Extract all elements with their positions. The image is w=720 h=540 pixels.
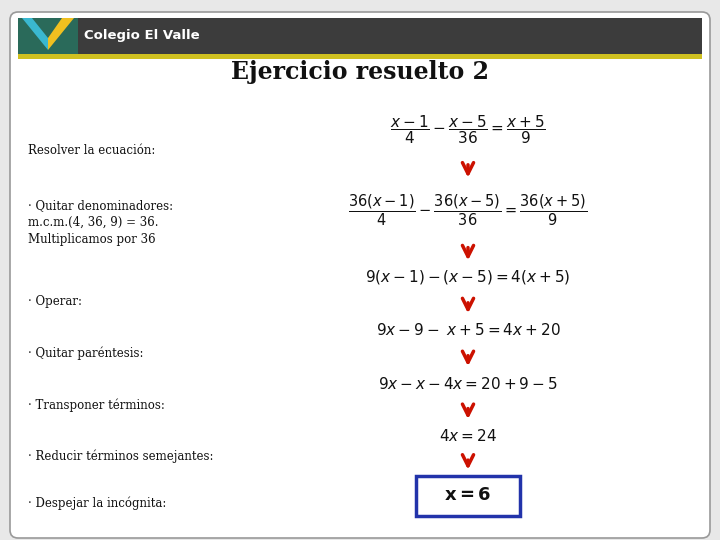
Text: · Reducir términos semejantes:: · Reducir términos semejantes: <box>28 449 214 463</box>
Text: · Quitar denominadores:
m.c.m.(4, 36, 9) = 36.
Multiplicamos por 36: · Quitar denominadores: m.c.m.(4, 36, 9)… <box>28 199 173 246</box>
Text: · Operar:: · Operar: <box>28 295 82 308</box>
Text: Colegio El Valle: Colegio El Valle <box>84 30 199 43</box>
Text: $9x - 9 - \ x + 5 = 4x + 20$: $9x - 9 - \ x + 5 = 4x + 20$ <box>376 322 560 338</box>
Text: · Quitar paréntesis:: · Quitar paréntesis: <box>28 346 143 360</box>
Text: $9(x - 1) - (x - 5) = 4(x + 5)$: $9(x - 1) - (x - 5) = 4(x + 5)$ <box>365 268 571 286</box>
Text: Ejercicio resuelto 2: Ejercicio resuelto 2 <box>231 60 489 84</box>
Text: $9x - x - 4x = 20 + 9 - 5$: $9x - x - 4x = 20 + 9 - 5$ <box>378 376 558 392</box>
Text: $\dfrac{36(x-1)}{4} - \dfrac{36(x-5)}{36} = \dfrac{36(x+5)}{9}$: $\dfrac{36(x-1)}{4} - \dfrac{36(x-5)}{36… <box>348 193 588 228</box>
Bar <box>18 54 702 59</box>
Text: Resolver la ecuación:: Resolver la ecuación: <box>28 144 156 157</box>
FancyBboxPatch shape <box>416 476 520 516</box>
Text: $4x = 24$: $4x = 24$ <box>439 428 497 444</box>
Text: · Transponer términos:: · Transponer términos: <box>28 399 165 413</box>
Text: $\mathbf{x = 6}$: $\mathbf{x = 6}$ <box>444 487 492 504</box>
Polygon shape <box>48 18 74 50</box>
Bar <box>18 18 78 54</box>
Bar <box>18 18 702 54</box>
Text: $\dfrac{x-1}{4} - \dfrac{x-5}{36} = \dfrac{x+5}{9}$: $\dfrac{x-1}{4} - \dfrac{x-5}{36} = \dfr… <box>390 113 546 146</box>
Text: · Despejar la incógnita:: · Despejar la incógnita: <box>28 497 166 510</box>
FancyBboxPatch shape <box>10 12 710 538</box>
Polygon shape <box>22 18 48 50</box>
